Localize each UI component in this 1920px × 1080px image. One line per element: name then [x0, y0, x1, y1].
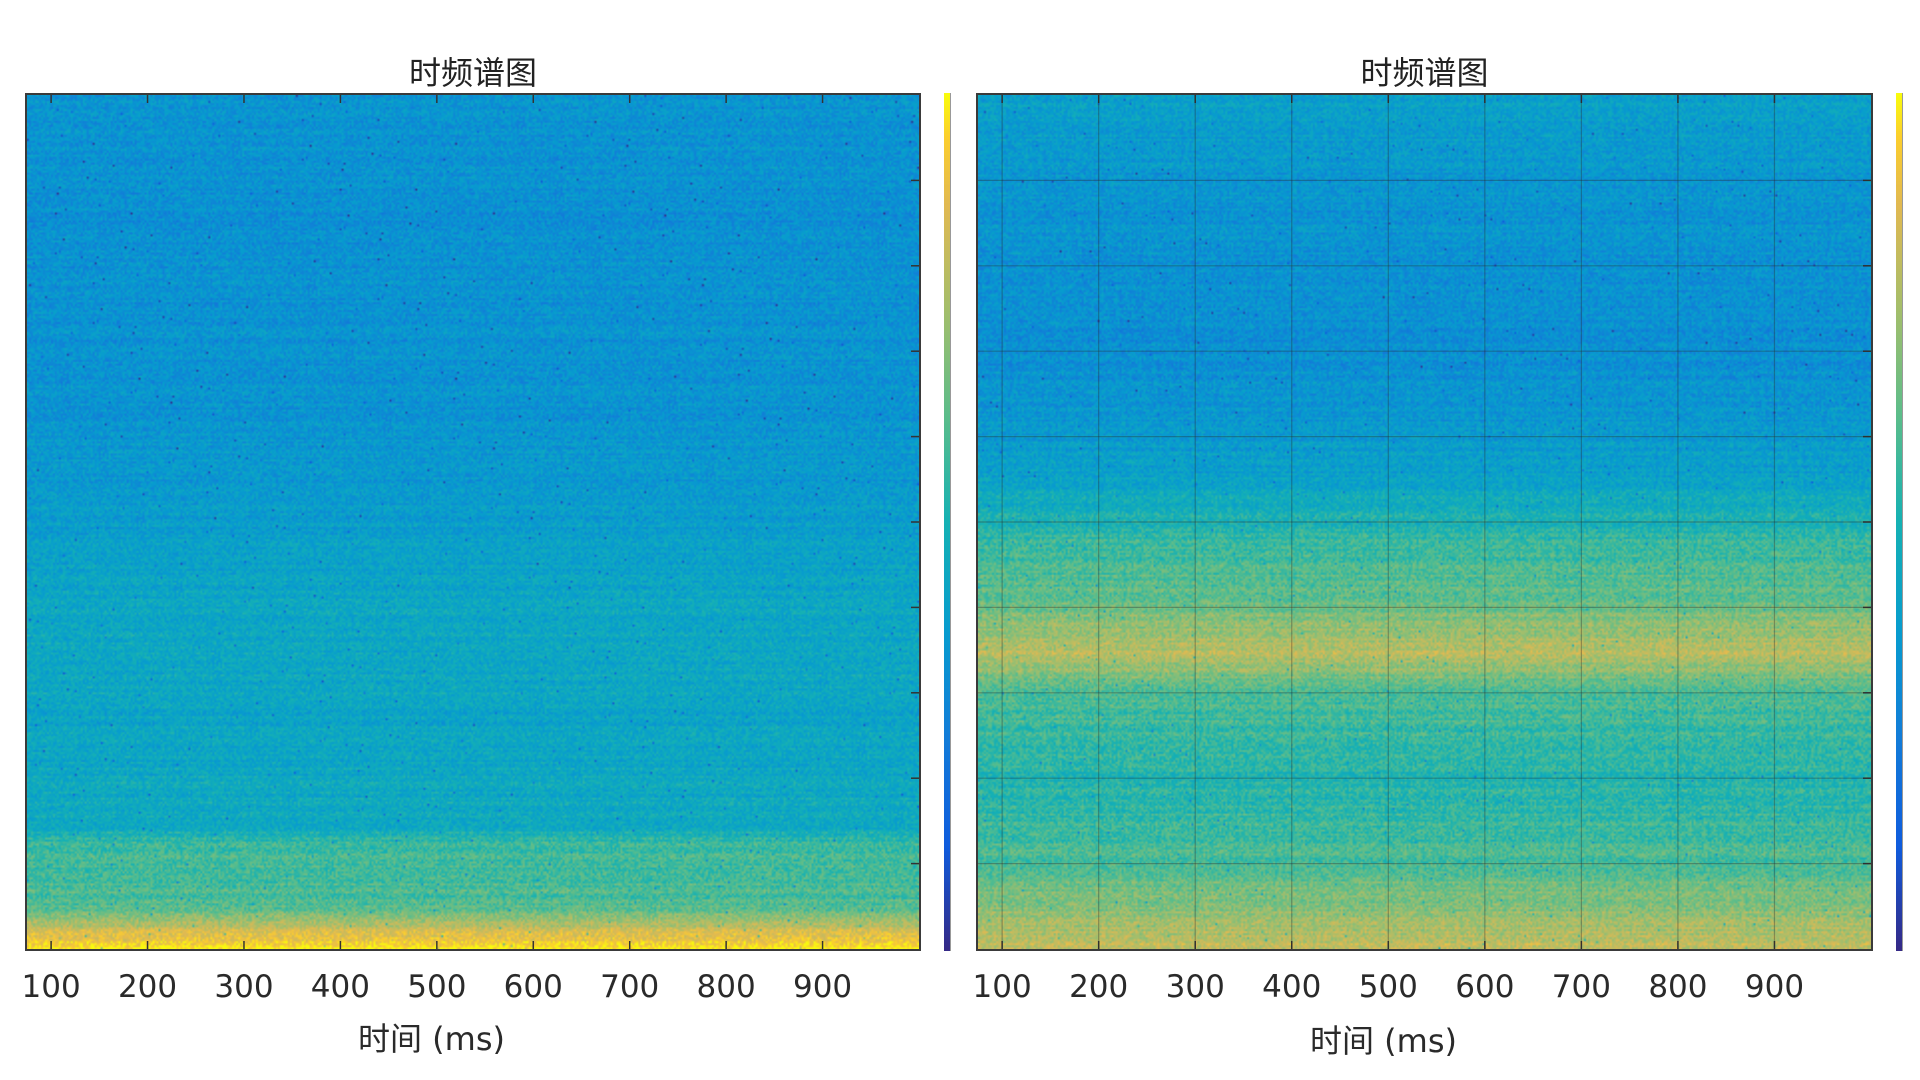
colorbar-gradient [1896, 93, 1902, 951]
heatmap-canvas [27, 95, 919, 949]
chart-title: 时频谱图 [1360, 54, 1489, 92]
colorbar-gradient [944, 93, 950, 951]
x-tick-label: 500 [1358, 969, 1418, 1005]
x-tick-label: 400 [310, 969, 370, 1005]
x-tick-label: 500 [407, 969, 467, 1005]
x-tick-label: 800 [1648, 969, 1708, 1005]
x-tick-label: 300 [1165, 969, 1225, 1005]
plot-area [25, 93, 921, 951]
heatmap-canvas [978, 95, 1871, 949]
x-tick-label: 300 [214, 969, 274, 1005]
chart-title: 时频谱图 [408, 54, 537, 92]
x-tick-label: 700 [1551, 969, 1611, 1005]
x-tick-label: 100 [972, 969, 1032, 1005]
x-tick-label: 700 [600, 969, 660, 1005]
x-axis-label: 时间 (ms) [358, 1020, 505, 1058]
spectrogram-panel-left: 时频谱图 100 200 300 400 500 600 700 800 900 时间 (ms) [21, 54, 951, 1058]
x-tick-label: 200 [117, 969, 178, 1005]
colorbar [944, 93, 951, 951]
x-tick-label: 200 [1069, 969, 1129, 1005]
plot-area [976, 93, 1873, 951]
x-tick-label: 600 [503, 969, 563, 1005]
colorbar [1896, 93, 1903, 951]
x-tick-label: 800 [696, 969, 756, 1005]
x-tick-label: 100 [21, 969, 81, 1005]
x-axis-label: 时间 (ms) [1310, 1022, 1457, 1060]
x-tick-label: 900 [792, 969, 853, 1005]
x-tick-label: 600 [1455, 969, 1515, 1005]
x-tick-label: 900 [1744, 969, 1805, 1005]
x-tick-label: 400 [1262, 969, 1322, 1005]
